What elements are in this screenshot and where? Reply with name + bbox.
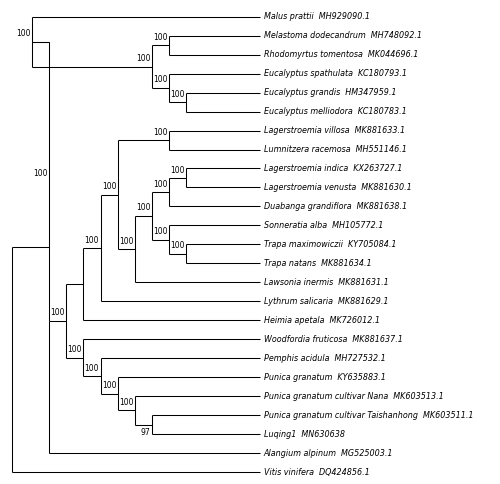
Text: 100: 100 <box>170 242 185 250</box>
Text: Lagerstroemia venusta  MK881630.1: Lagerstroemia venusta MK881630.1 <box>264 183 412 192</box>
Text: 100: 100 <box>84 363 99 373</box>
Text: Alangium alpinum  MG525003.1: Alangium alpinum MG525003.1 <box>264 449 393 457</box>
Text: 100: 100 <box>136 54 150 63</box>
Text: Lythrum salicaria  MK881629.1: Lythrum salicaria MK881629.1 <box>264 297 388 306</box>
Text: Eucalyptus grandis  HM347959.1: Eucalyptus grandis HM347959.1 <box>264 88 396 97</box>
Text: 97: 97 <box>141 428 150 437</box>
Text: Woodfordia fruticosa  MK881637.1: Woodfordia fruticosa MK881637.1 <box>264 335 402 344</box>
Text: Punica granatum cultivar Nana  MK603513.1: Punica granatum cultivar Nana MK603513.1 <box>264 392 444 401</box>
Text: Rhodomyrtus tomentosa  MK044696.1: Rhodomyrtus tomentosa MK044696.1 <box>264 50 418 59</box>
Text: Vitis vinifera  DQ424856.1: Vitis vinifera DQ424856.1 <box>264 468 370 477</box>
Text: Trapa maximowiczii  KY705084.1: Trapa maximowiczii KY705084.1 <box>264 240 396 249</box>
Text: Eucalyptus melliodora  KC180783.1: Eucalyptus melliodora KC180783.1 <box>264 107 406 116</box>
Text: Lawsonia inermis  MK881631.1: Lawsonia inermis MK881631.1 <box>264 278 388 287</box>
Text: Heimia apetala  MK726012.1: Heimia apetala MK726012.1 <box>264 316 380 325</box>
Text: Lagerstroemia villosa  MK881633.1: Lagerstroemia villosa MK881633.1 <box>264 126 405 135</box>
Text: Punica granatum cultivar Taishanhong  MK603511.1: Punica granatum cultivar Taishanhong MK6… <box>264 410 473 420</box>
Text: 100: 100 <box>102 381 116 391</box>
Text: 100: 100 <box>153 33 168 42</box>
Text: Trapa natans  MK881634.1: Trapa natans MK881634.1 <box>264 259 372 268</box>
Text: Punica granatum  KY635883.1: Punica granatum KY635883.1 <box>264 373 386 382</box>
Text: 100: 100 <box>16 29 30 38</box>
Text: Melastoma dodecandrum  MH748092.1: Melastoma dodecandrum MH748092.1 <box>264 31 422 40</box>
Text: Luqing1  MN630638: Luqing1 MN630638 <box>264 430 344 439</box>
Text: 100: 100 <box>102 182 116 191</box>
Text: 100: 100 <box>153 227 168 236</box>
Text: Sonneratia alba  MH105772.1: Sonneratia alba MH105772.1 <box>264 221 383 230</box>
Text: 100: 100 <box>170 166 185 175</box>
Text: 100: 100 <box>136 203 150 212</box>
Text: 100: 100 <box>119 398 134 407</box>
Text: Eucalyptus spathulata  KC180793.1: Eucalyptus spathulata KC180793.1 <box>264 69 406 78</box>
Text: 100: 100 <box>170 90 185 99</box>
Text: 100: 100 <box>153 128 168 136</box>
Text: Lumnitzera racemosa  MH551146.1: Lumnitzera racemosa MH551146.1 <box>264 145 406 154</box>
Text: 100: 100 <box>153 76 168 84</box>
Text: 100: 100 <box>153 180 168 189</box>
Text: Duabanga grandiflora  MK881638.1: Duabanga grandiflora MK881638.1 <box>264 202 407 211</box>
Text: 100: 100 <box>119 237 134 246</box>
Text: Lagerstroemia indica  KX263727.1: Lagerstroemia indica KX263727.1 <box>264 164 402 173</box>
Text: 100: 100 <box>68 345 82 354</box>
Text: Pemphis acidula  MH727532.1: Pemphis acidula MH727532.1 <box>264 354 386 363</box>
Text: Malus prattii  MH929090.1: Malus prattii MH929090.1 <box>264 12 370 21</box>
Text: 100: 100 <box>33 169 48 178</box>
Text: 100: 100 <box>50 308 65 318</box>
Text: 100: 100 <box>84 236 99 244</box>
